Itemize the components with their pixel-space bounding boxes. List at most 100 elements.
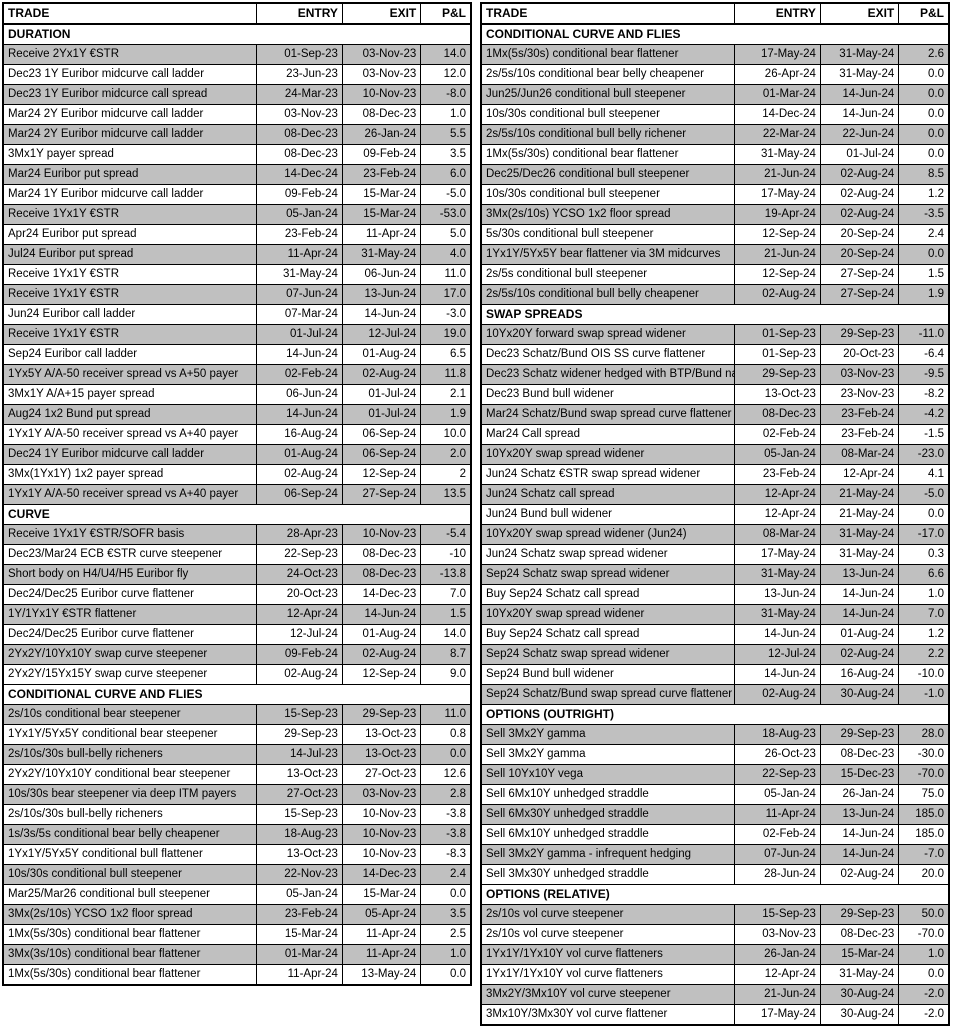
- table-row: Short body on H4/U4/H5 Euribor fly 24-Oct…: [2, 564, 472, 585]
- exit-date-cell: 14-Jun-24: [341, 604, 422, 625]
- entry-date-cell: 02-Feb-24: [733, 824, 821, 845]
- pnl-cell: -7.0: [898, 844, 950, 865]
- table-row: 1Yx5Y A/A-50 receiver spread vs A+50 pay…: [2, 364, 472, 385]
- exit-date-cell: 01-Jul-24: [341, 384, 422, 405]
- entry-date-cell: 21-Jun-24: [733, 244, 821, 265]
- section-header-row: DURATION: [2, 23, 472, 45]
- trade-cell: Mar24 Schatz/Bund swap spread curve flat…: [480, 404, 735, 425]
- exit-date-cell: 27-Sep-24: [819, 264, 900, 285]
- exit-date-cell: 05-Apr-24: [341, 904, 422, 925]
- table-row: Apr24 Euribor put spread 23-Feb-24 11-Apr-…: [2, 224, 472, 245]
- table-row: Jun24 Bund bull widener 12-Apr-24 21-May-2…: [480, 504, 950, 525]
- table-row: 3Mx(3s/10s) conditional bear flattener 01…: [2, 944, 472, 965]
- table-row: Buy Sep24 Schatz call spread 13-Jun-24 14-…: [480, 584, 950, 605]
- trade-cell: Receive 1Yx1Y €STR: [2, 324, 257, 345]
- trade-cell: Sep24 Schatz swap spread widener: [480, 644, 735, 665]
- pnl-cell: 10.0: [420, 424, 472, 445]
- left-trade-table: TRADE ENTRY EXIT P&L DURATION Receive 2Yx…: [2, 2, 472, 986]
- entry-date-cell: 14-Jun-24: [733, 664, 821, 685]
- entry-date-cell: 17-May-24: [733, 184, 821, 205]
- pnl-cell: -8.3: [420, 844, 472, 865]
- pnl-cell: 0.0: [898, 124, 950, 145]
- pnl-cell: 0.0: [898, 504, 950, 525]
- exit-date-cell: 14-Dec-23: [341, 584, 422, 605]
- table-row: Receive 1Yx1Y €STR 31-May-24 06-Jun-24 11.0: [2, 264, 472, 285]
- trade-cell: 2Yx2Y/15Yx15Y swap curve steepener: [2, 664, 257, 685]
- entry-date-cell: 12-Sep-24: [733, 264, 821, 285]
- right-table-body: CONDITIONAL CURVE AND FLIES 1Mx(5s/30s) c…: [480, 23, 950, 1026]
- pnl-cell: 1.2: [898, 624, 950, 645]
- table-row: Sell 10Yx10Y vega 22-Sep-23 15-Dec-23 -70.0: [480, 764, 950, 785]
- table-row: Jun24 Schatz swap spread widener 17-May-2…: [480, 544, 950, 565]
- entry-date-cell: 17-May-24: [733, 44, 821, 65]
- entry-date-cell: 02-Aug-24: [733, 684, 821, 705]
- table-row: 10s/30s conditional bull steepener 17-May…: [480, 184, 950, 205]
- exit-date-cell: 27-Sep-24: [819, 284, 900, 305]
- column-header-exit: EXIT: [341, 2, 422, 25]
- table-row: Mar24 1Y Euribor midcurve call ladder 09-…: [2, 184, 472, 205]
- table-row: Dec24/Dec25 Euribor curve flattener 20-Oc…: [2, 584, 472, 605]
- exit-date-cell: 10-Nov-23: [341, 524, 422, 545]
- trade-cell: Jul24 Euribor put spread: [2, 244, 257, 265]
- exit-date-cell: 01-Jul-24: [341, 404, 422, 425]
- trade-cell: 1Yx1Y/1Yx10Y vol curve flatteners: [480, 964, 735, 985]
- entry-date-cell: 22-Nov-23: [255, 864, 343, 885]
- trade-cell: Sep24 Bund bull widener: [480, 664, 735, 685]
- section-header-row: CURVE: [2, 504, 472, 525]
- exit-date-cell: 01-Aug-24: [819, 624, 900, 645]
- pnl-cell: 14.0: [420, 44, 472, 65]
- table-row: Dec23 Schatz widener hedged with BTP/Bun…: [480, 364, 950, 385]
- table-row: Dec24 1Y Euribor midcurve call ladder 01-…: [2, 444, 472, 465]
- trade-cell: 1Yx1Y A/A-50 receiver spread vs A+40 pay…: [2, 424, 257, 445]
- pnl-cell: 6.5: [420, 344, 472, 365]
- entry-date-cell: 31-May-24: [733, 604, 821, 625]
- entry-date-cell: 01-Sep-23: [733, 344, 821, 365]
- exit-date-cell: 14-Jun-24: [819, 584, 900, 605]
- exit-date-cell: 23-Feb-24: [819, 404, 900, 425]
- table-row: Dec23 Bund bull widener 13-Oct-23 23-Nov-2…: [480, 384, 950, 405]
- exit-date-cell: 13-Oct-23: [341, 744, 422, 765]
- trade-cell: Apr24 Euribor put spread: [2, 224, 257, 245]
- entry-date-cell: 21-Jun-24: [733, 984, 821, 1005]
- table-row: 5s/30s conditional bull steepener 12-Sep-…: [480, 224, 950, 245]
- entry-date-cell: 29-Sep-23: [255, 724, 343, 745]
- pnl-cell: 14.0: [420, 624, 472, 645]
- table-row: Sep24 Schatz swap spread widener 31-May-2…: [480, 564, 950, 585]
- right-table-header: TRADE ENTRY EXIT P&L: [480, 2, 950, 25]
- entry-date-cell: 03-Nov-23: [255, 104, 343, 125]
- trade-cell: Receive 1Yx1Y €STR/SOFR basis: [2, 524, 257, 545]
- trade-cell: 10Yx20Y swap spread widener: [480, 604, 735, 625]
- exit-date-cell: 20-Oct-23: [819, 344, 900, 365]
- table-row: Mar24 2Y Euribor midcurve call ladder 08-…: [2, 124, 472, 145]
- table-row: 10s/30s conditional bull steepener 22-Nov…: [2, 864, 472, 885]
- exit-date-cell: 27-Sep-24: [341, 484, 422, 505]
- pnl-cell: -8.0: [420, 84, 472, 105]
- table-row: 2s/10s/30s bull-belly richeners 15-Sep-23…: [2, 804, 472, 825]
- trade-cell: Jun24 Schatz €STR swap spread widener: [480, 464, 735, 485]
- pnl-cell: 1.0: [420, 104, 472, 125]
- exit-date-cell: 20-Sep-24: [819, 224, 900, 245]
- trade-cell: Mar25/Mar26 conditional bull steepener: [2, 884, 257, 905]
- exit-date-cell: 02-Aug-24: [341, 644, 422, 665]
- pnl-cell: 2.6: [898, 44, 950, 65]
- trade-cell: Receive 1Yx1Y €STR: [2, 204, 257, 225]
- column-header-entry: ENTRY: [733, 2, 821, 25]
- trade-cell: Receive 1Yx1Y €STR: [2, 284, 257, 305]
- trade-cell: 1s/3s/5s conditional bear belly cheapene…: [2, 824, 257, 845]
- exit-date-cell: 15-Mar-24: [819, 944, 900, 965]
- table-row: 2s/10s vol curve steepener 15-Sep-23 29-Se…: [480, 904, 950, 925]
- section-header-label: DURATION: [2, 23, 472, 45]
- table-row: Dec25/Dec26 conditional bull steepener 21…: [480, 164, 950, 185]
- trade-cell: 10Yx20Y swap spread widener: [480, 444, 735, 465]
- entry-date-cell: 18-Aug-23: [255, 824, 343, 845]
- entry-date-cell: 05-Jan-24: [255, 884, 343, 905]
- trade-cell: 2s/5s conditional bull steepener: [480, 264, 735, 285]
- exit-date-cell: 15-Mar-24: [341, 184, 422, 205]
- entry-date-cell: 16-Aug-24: [255, 424, 343, 445]
- pnl-cell: -1.0: [898, 684, 950, 705]
- table-row: Receive 1Yx1Y €STR 01-Jul-24 12-Jul-24 19.0: [2, 324, 472, 345]
- pnl-cell: -2.0: [898, 1004, 950, 1026]
- table-row: Sell 3Mx2Y gamma - infrequent hedging 07-…: [480, 844, 950, 865]
- exit-date-cell: 02-Aug-24: [819, 204, 900, 225]
- pnl-cell: -13.8: [420, 564, 472, 585]
